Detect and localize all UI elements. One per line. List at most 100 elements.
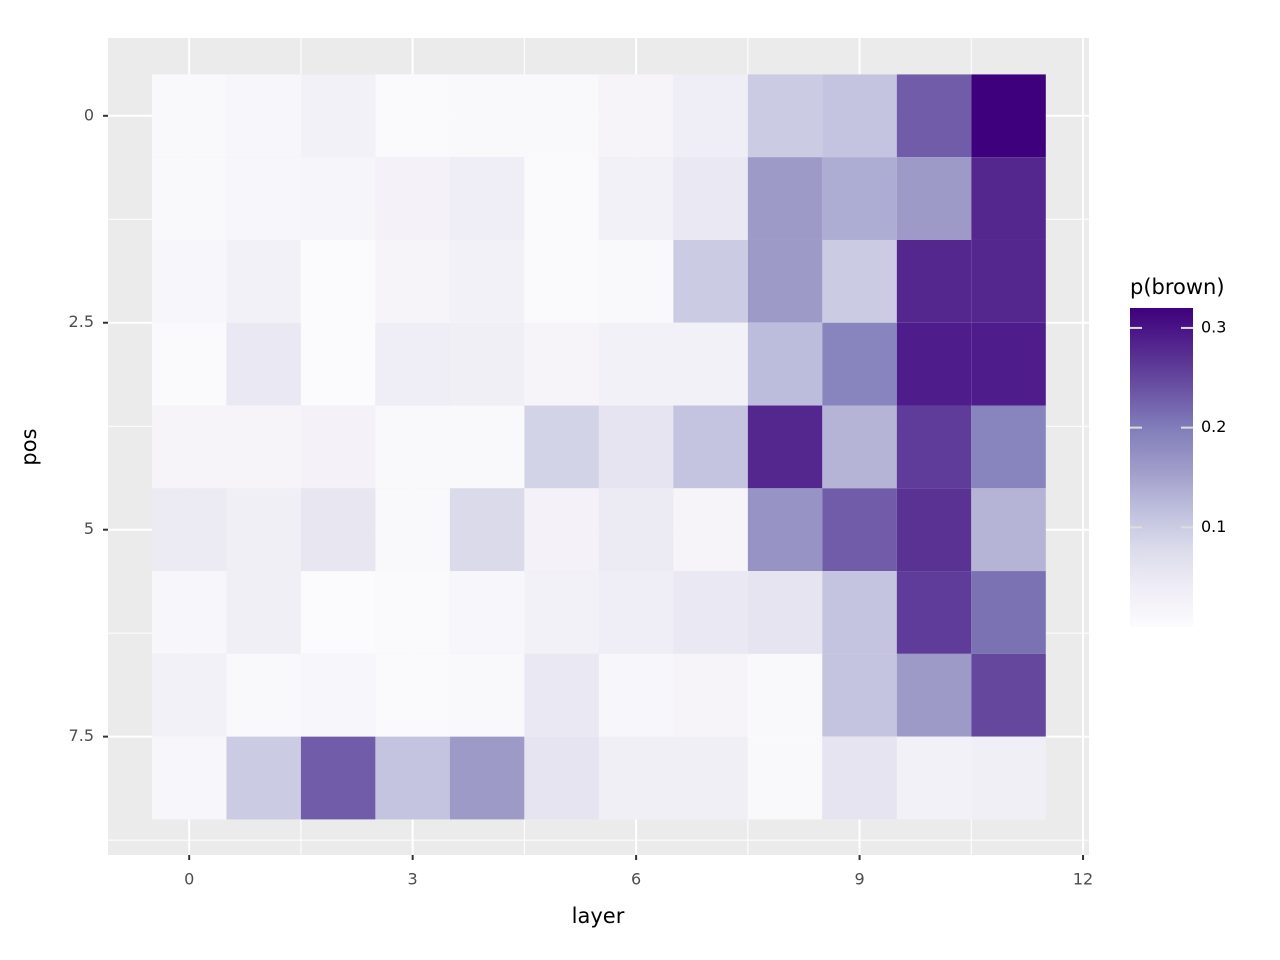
x-tick-label: 6 [631,870,641,889]
y-tick-label: 7.5 [69,726,94,745]
heatmap-cell [896,736,972,820]
heatmap-cell [598,74,674,158]
heatmap-cell [300,239,376,323]
heatmap-cell [449,239,525,323]
heatmap-cell [971,405,1046,489]
heatmap-cell [896,239,972,323]
heatmap-cell [375,653,450,737]
heatmap-cell [226,74,301,158]
heatmap-cell [524,239,599,323]
heatmap-cell [673,405,748,489]
heatmap-cell [896,488,972,572]
heatmap-cell [747,239,823,323]
heatmap-cell [226,405,301,489]
heatmap-cell [971,322,1046,406]
heatmap-cell [598,157,674,240]
heatmap-cell [375,736,450,820]
heatmap-cell [747,736,823,820]
x-axis-label: layer [572,904,625,928]
heatmap-cell [673,239,748,323]
legend-title: p(brown) [1130,275,1225,299]
heatmap-cell [375,571,450,654]
heatmap-cell [598,653,674,737]
heatmap-cell [598,736,674,820]
heatmap-cell [449,736,525,820]
heatmap-cell [598,405,674,489]
heatmap-cell [300,322,376,406]
heatmap-cell [226,653,301,737]
heatmap-cell [524,571,599,654]
heatmap-cell [524,322,599,406]
y-tick-label: 0 [84,105,94,124]
heatmap-cell [300,157,376,240]
heatmap-cell [747,488,823,572]
heatmap-cell [747,157,823,240]
heatmap-cell [822,653,897,737]
heatmap-cell [524,157,599,240]
heatmap-cell [822,157,897,240]
heatmap-cell [822,736,897,820]
heatmap-cell [524,488,599,572]
heatmap-cell [151,488,227,572]
heatmap-cell [300,571,376,654]
heatmap-cell [449,653,525,737]
heatmap-cell [822,74,897,158]
heatmap-cell [673,653,748,737]
heatmap-cell [226,571,301,654]
heatmap-cell [896,571,972,654]
x-tick-label: 9 [854,870,864,889]
heatmap-cell [673,74,748,158]
heatmap-cell [673,322,748,406]
x-tick-label: 12 [1073,870,1093,889]
heatmap-cell [598,239,674,323]
heatmap-cell [747,405,823,489]
colorbar-tick-label: 0.2 [1201,417,1226,436]
heatmap-cell [300,405,376,489]
heatmap-cell [598,488,674,572]
heatmap-cell [226,157,301,240]
heatmap-cell [375,322,450,406]
heatmap-cell [822,239,897,323]
colorbar-tick-label: 0.1 [1201,517,1226,536]
heatmap-cell [300,653,376,737]
heatmap-cell [822,405,897,489]
heatmap-cell [896,322,972,406]
heatmap-cell [673,571,748,654]
heatmap-cell [151,322,227,406]
heatmap-cell [971,653,1046,737]
heatmap-cell [673,157,748,240]
heatmap-cell [226,322,301,406]
heatmap-cell [449,74,525,158]
heatmap-cell [822,571,897,654]
heatmap-cell [151,157,227,240]
heatmap-cell [673,488,748,572]
heatmap-cell [375,74,450,158]
heatmap-cell [449,322,525,406]
heatmap-cell [375,405,450,489]
heatmap-cell [300,74,376,158]
heatmap-cell [151,239,227,323]
heatmap-cell [598,322,674,406]
y-axis-label: pos [17,428,41,465]
heatmap-cell [449,157,525,240]
heatmap-cell [747,322,823,406]
heatmap-cell [896,653,972,737]
heatmap-cell [226,736,301,820]
heatmap-cell [524,736,599,820]
heatmap-cell [375,239,450,323]
heatmap-cell [971,571,1046,654]
colorbar [1130,308,1193,627]
heatmap-cell [524,405,599,489]
heatmap-cell [151,653,227,737]
heatmap-cell [896,74,972,158]
heatmap-cell [449,571,525,654]
heatmap-cell [822,322,897,406]
heatmap-cell [747,653,823,737]
heatmap-cell [375,488,450,572]
heatmap-cell [151,405,227,489]
heatmap-cell [971,736,1046,820]
heatmap-cell [971,239,1046,323]
heatmap-cell [300,488,376,572]
heatmap-cell [971,74,1046,158]
heatmap-cell [151,736,227,820]
